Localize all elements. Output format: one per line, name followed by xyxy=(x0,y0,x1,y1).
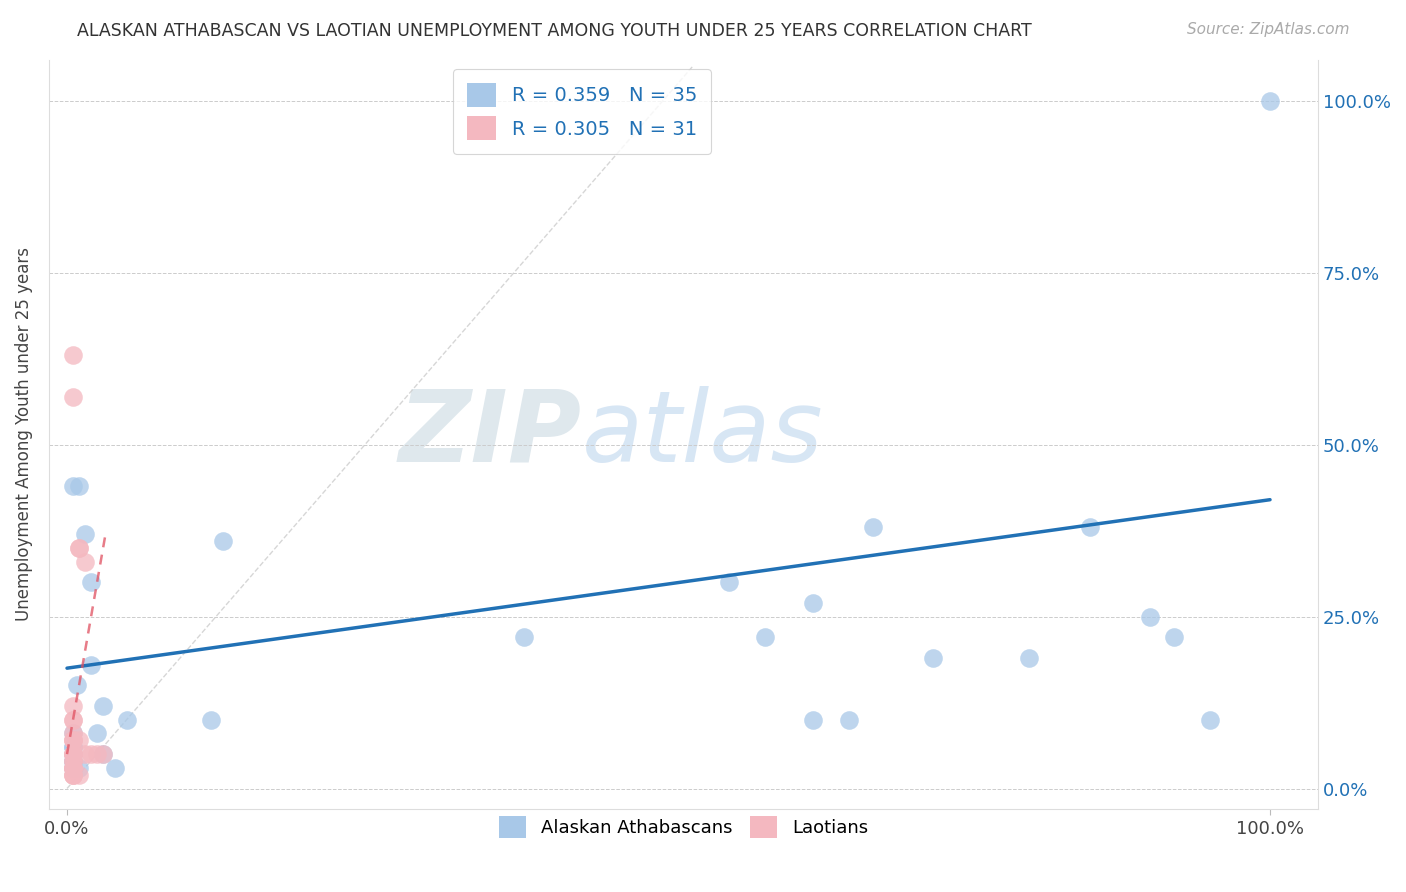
Point xyxy=(62,390,84,404)
Point xyxy=(62,747,84,761)
Point xyxy=(62,479,84,493)
Point xyxy=(62,761,84,775)
Point xyxy=(80,575,103,590)
Point xyxy=(62,698,84,713)
Point xyxy=(73,747,96,761)
Point xyxy=(91,698,114,713)
Point xyxy=(62,761,84,775)
Point xyxy=(62,747,84,761)
Point xyxy=(513,630,536,644)
Point xyxy=(62,733,84,747)
Point xyxy=(62,713,84,727)
Point xyxy=(62,768,84,782)
Point xyxy=(62,768,84,782)
Point xyxy=(67,761,90,775)
Point xyxy=(86,747,108,761)
Point xyxy=(62,726,84,740)
Point xyxy=(104,761,127,775)
Point xyxy=(922,651,945,665)
Text: atlas: atlas xyxy=(582,386,824,483)
Point xyxy=(838,713,860,727)
Point xyxy=(754,630,776,644)
Point xyxy=(80,747,103,761)
Legend: Alaskan Athabascans, Laotians: Alaskan Athabascans, Laotians xyxy=(492,809,875,845)
Point xyxy=(67,733,90,747)
Point xyxy=(1199,713,1222,727)
Point xyxy=(73,527,96,541)
Point xyxy=(62,747,84,761)
Point xyxy=(1018,651,1040,665)
Point xyxy=(62,768,84,782)
Point xyxy=(62,754,84,768)
Point xyxy=(212,533,235,548)
Y-axis label: Unemployment Among Youth under 25 years: Unemployment Among Youth under 25 years xyxy=(15,247,32,622)
Point xyxy=(1258,94,1281,108)
Point xyxy=(62,733,84,747)
Point xyxy=(801,596,824,610)
Point xyxy=(717,575,740,590)
Point xyxy=(862,520,884,534)
Point xyxy=(91,747,114,761)
Point xyxy=(62,761,84,775)
Point xyxy=(62,747,84,761)
Point xyxy=(62,713,84,727)
Point xyxy=(62,761,84,775)
Point xyxy=(62,733,84,747)
Point xyxy=(66,678,89,692)
Point xyxy=(62,747,84,761)
Point xyxy=(67,541,90,555)
Point xyxy=(91,747,114,761)
Point xyxy=(62,726,84,740)
Point xyxy=(801,713,824,727)
Point xyxy=(62,754,84,768)
Point xyxy=(62,754,84,768)
Point xyxy=(67,479,90,493)
Point xyxy=(62,348,84,362)
Point xyxy=(1139,609,1161,624)
Point xyxy=(1078,520,1101,534)
Point xyxy=(62,761,84,775)
Point xyxy=(73,555,96,569)
Text: Source: ZipAtlas.com: Source: ZipAtlas.com xyxy=(1187,22,1350,37)
Point xyxy=(62,754,84,768)
Text: ZIP: ZIP xyxy=(399,386,582,483)
Point xyxy=(62,740,84,755)
Point xyxy=(86,726,108,740)
Point xyxy=(62,740,84,755)
Point xyxy=(67,541,90,555)
Point xyxy=(1163,630,1185,644)
Text: ALASKAN ATHABASCAN VS LAOTIAN UNEMPLOYMENT AMONG YOUTH UNDER 25 YEARS CORRELATIO: ALASKAN ATHABASCAN VS LAOTIAN UNEMPLOYME… xyxy=(77,22,1032,40)
Point xyxy=(200,713,222,727)
Point xyxy=(115,713,138,727)
Point xyxy=(67,768,90,782)
Point xyxy=(80,657,103,672)
